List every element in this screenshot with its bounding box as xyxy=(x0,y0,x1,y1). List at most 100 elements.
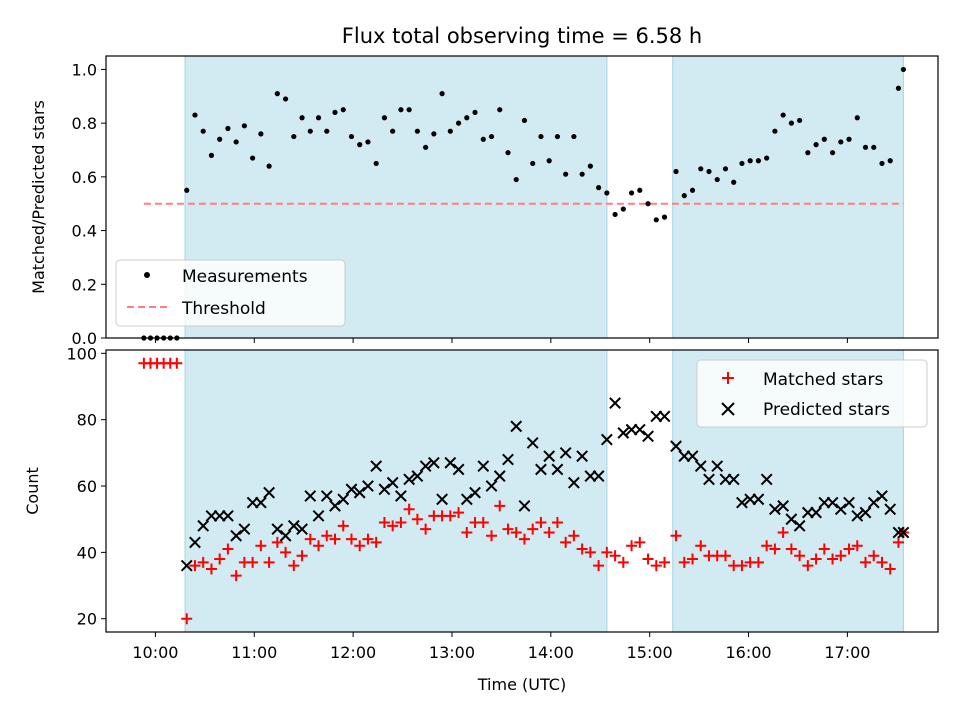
matched-star-point xyxy=(794,550,806,562)
matched-star-point xyxy=(486,530,498,542)
matched-star-point xyxy=(802,560,814,572)
matched-star-point xyxy=(860,556,872,568)
bottom-legend-box xyxy=(696,359,928,428)
top-y-tick-label: 0.2 xyxy=(72,275,97,294)
matched-star-point xyxy=(420,523,432,535)
measurement-point xyxy=(390,128,396,134)
measurement-point xyxy=(797,117,803,124)
x-tick-label: 13:00 xyxy=(429,643,475,662)
matched-star-point xyxy=(551,517,563,529)
predicted-star-point xyxy=(843,496,855,509)
top-axes-frame xyxy=(105,55,939,339)
legend-matched-label: Matched stars xyxy=(763,370,883,390)
predicted-star-point xyxy=(452,463,465,476)
measurement-point xyxy=(805,150,811,156)
predicted-star-point xyxy=(567,476,580,489)
matched-star-point xyxy=(634,536,646,548)
x-tick-label: 14:00 xyxy=(528,643,574,662)
predicted-star-point xyxy=(859,506,872,519)
predicted-star-point xyxy=(752,493,765,506)
measurement-point xyxy=(447,128,453,134)
matched-star-point xyxy=(444,510,456,522)
measurement-point xyxy=(530,160,536,167)
predicted-star-point xyxy=(329,500,341,512)
matched-star-point xyxy=(868,550,880,562)
predicted-star-point xyxy=(444,456,457,469)
matched-star-point xyxy=(502,523,514,535)
bottom-axes-frame xyxy=(105,349,939,633)
measurement-point xyxy=(871,144,877,150)
matched-star-point xyxy=(777,526,789,538)
measurement-point xyxy=(747,158,753,164)
top-legend-box xyxy=(115,259,346,327)
predicted-star-point xyxy=(469,486,481,499)
measurement-point xyxy=(596,185,602,191)
predicted-star-point xyxy=(592,470,605,482)
matched-star-point xyxy=(181,613,193,625)
x-tick-label: 10:00 xyxy=(132,643,178,662)
measurement-point xyxy=(846,136,852,142)
measurement-point xyxy=(505,150,511,156)
predicted-star-point xyxy=(378,483,391,496)
matched-star-point xyxy=(736,560,748,572)
measurement-point xyxy=(645,201,651,207)
predicted-star-point xyxy=(502,453,514,466)
x-tick-label: 17:00 xyxy=(824,643,870,662)
measurement-point xyxy=(184,187,190,193)
matched-star-point xyxy=(576,543,588,555)
predicted-star-point xyxy=(785,513,798,526)
matched-star-point xyxy=(593,560,605,572)
predicted-star-point xyxy=(411,470,424,482)
x-tick-label: 12:00 xyxy=(330,643,376,662)
matched-star-point xyxy=(568,530,580,542)
top-y-tick-label: 0.0 xyxy=(72,329,97,348)
matched-star-point xyxy=(535,517,547,529)
measurement-point xyxy=(731,179,737,185)
measurement-point xyxy=(829,150,836,156)
matched-star-point xyxy=(362,533,374,545)
predicted-star-point xyxy=(867,496,880,509)
predicted-star-point xyxy=(370,460,383,473)
measurement-point xyxy=(439,91,445,97)
top-shaded-regions xyxy=(184,56,905,338)
predicted-star-point xyxy=(189,536,201,549)
measurement-point xyxy=(722,166,729,172)
bottom-predicted-points xyxy=(180,397,910,572)
matched-star-point xyxy=(609,550,621,562)
predicted-star-point xyxy=(892,526,905,539)
measurement-point xyxy=(365,139,371,145)
x-axis-label: Time (UTC) xyxy=(477,675,566,694)
measurement-point xyxy=(324,128,330,134)
matched-star-point xyxy=(345,533,357,545)
measurement-point xyxy=(628,190,635,196)
top-y-axis-label: Matched/Predicted stars xyxy=(29,100,48,294)
bottom-legend: Matched stars Predicted stars xyxy=(696,359,928,428)
predicted-star-point xyxy=(559,446,572,459)
predicted-star-point xyxy=(427,456,440,469)
legend-threshold-label: Threshold xyxy=(181,299,266,319)
matched-star-point xyxy=(678,556,690,568)
predicted-star-point xyxy=(633,423,646,436)
legend-predicted-label: Predicted stars xyxy=(763,400,890,420)
matched-star-point xyxy=(395,517,407,529)
matched-star-point xyxy=(843,543,855,555)
legend-predicted-marker xyxy=(721,402,735,416)
bottom-matched-points xyxy=(138,357,909,625)
predicted-star-point xyxy=(436,493,449,506)
measurement-point xyxy=(587,163,593,169)
measurement-point xyxy=(488,133,495,140)
predicted-star-point xyxy=(477,460,490,473)
matched-star-point xyxy=(280,546,292,558)
matched-star-point xyxy=(851,540,863,552)
predicted-star-point xyxy=(254,496,267,509)
predicted-star-point xyxy=(609,397,621,409)
measurement-point xyxy=(464,115,470,121)
matched-star-point xyxy=(518,533,530,545)
matched-star-point xyxy=(214,553,226,565)
measurement-point xyxy=(274,91,280,97)
measurement-point xyxy=(706,168,712,175)
measurement-point xyxy=(398,107,404,113)
top-y-tick-label: 0.4 xyxy=(72,222,97,241)
predicted-star-point xyxy=(876,490,888,502)
matched-star-point xyxy=(659,556,671,568)
